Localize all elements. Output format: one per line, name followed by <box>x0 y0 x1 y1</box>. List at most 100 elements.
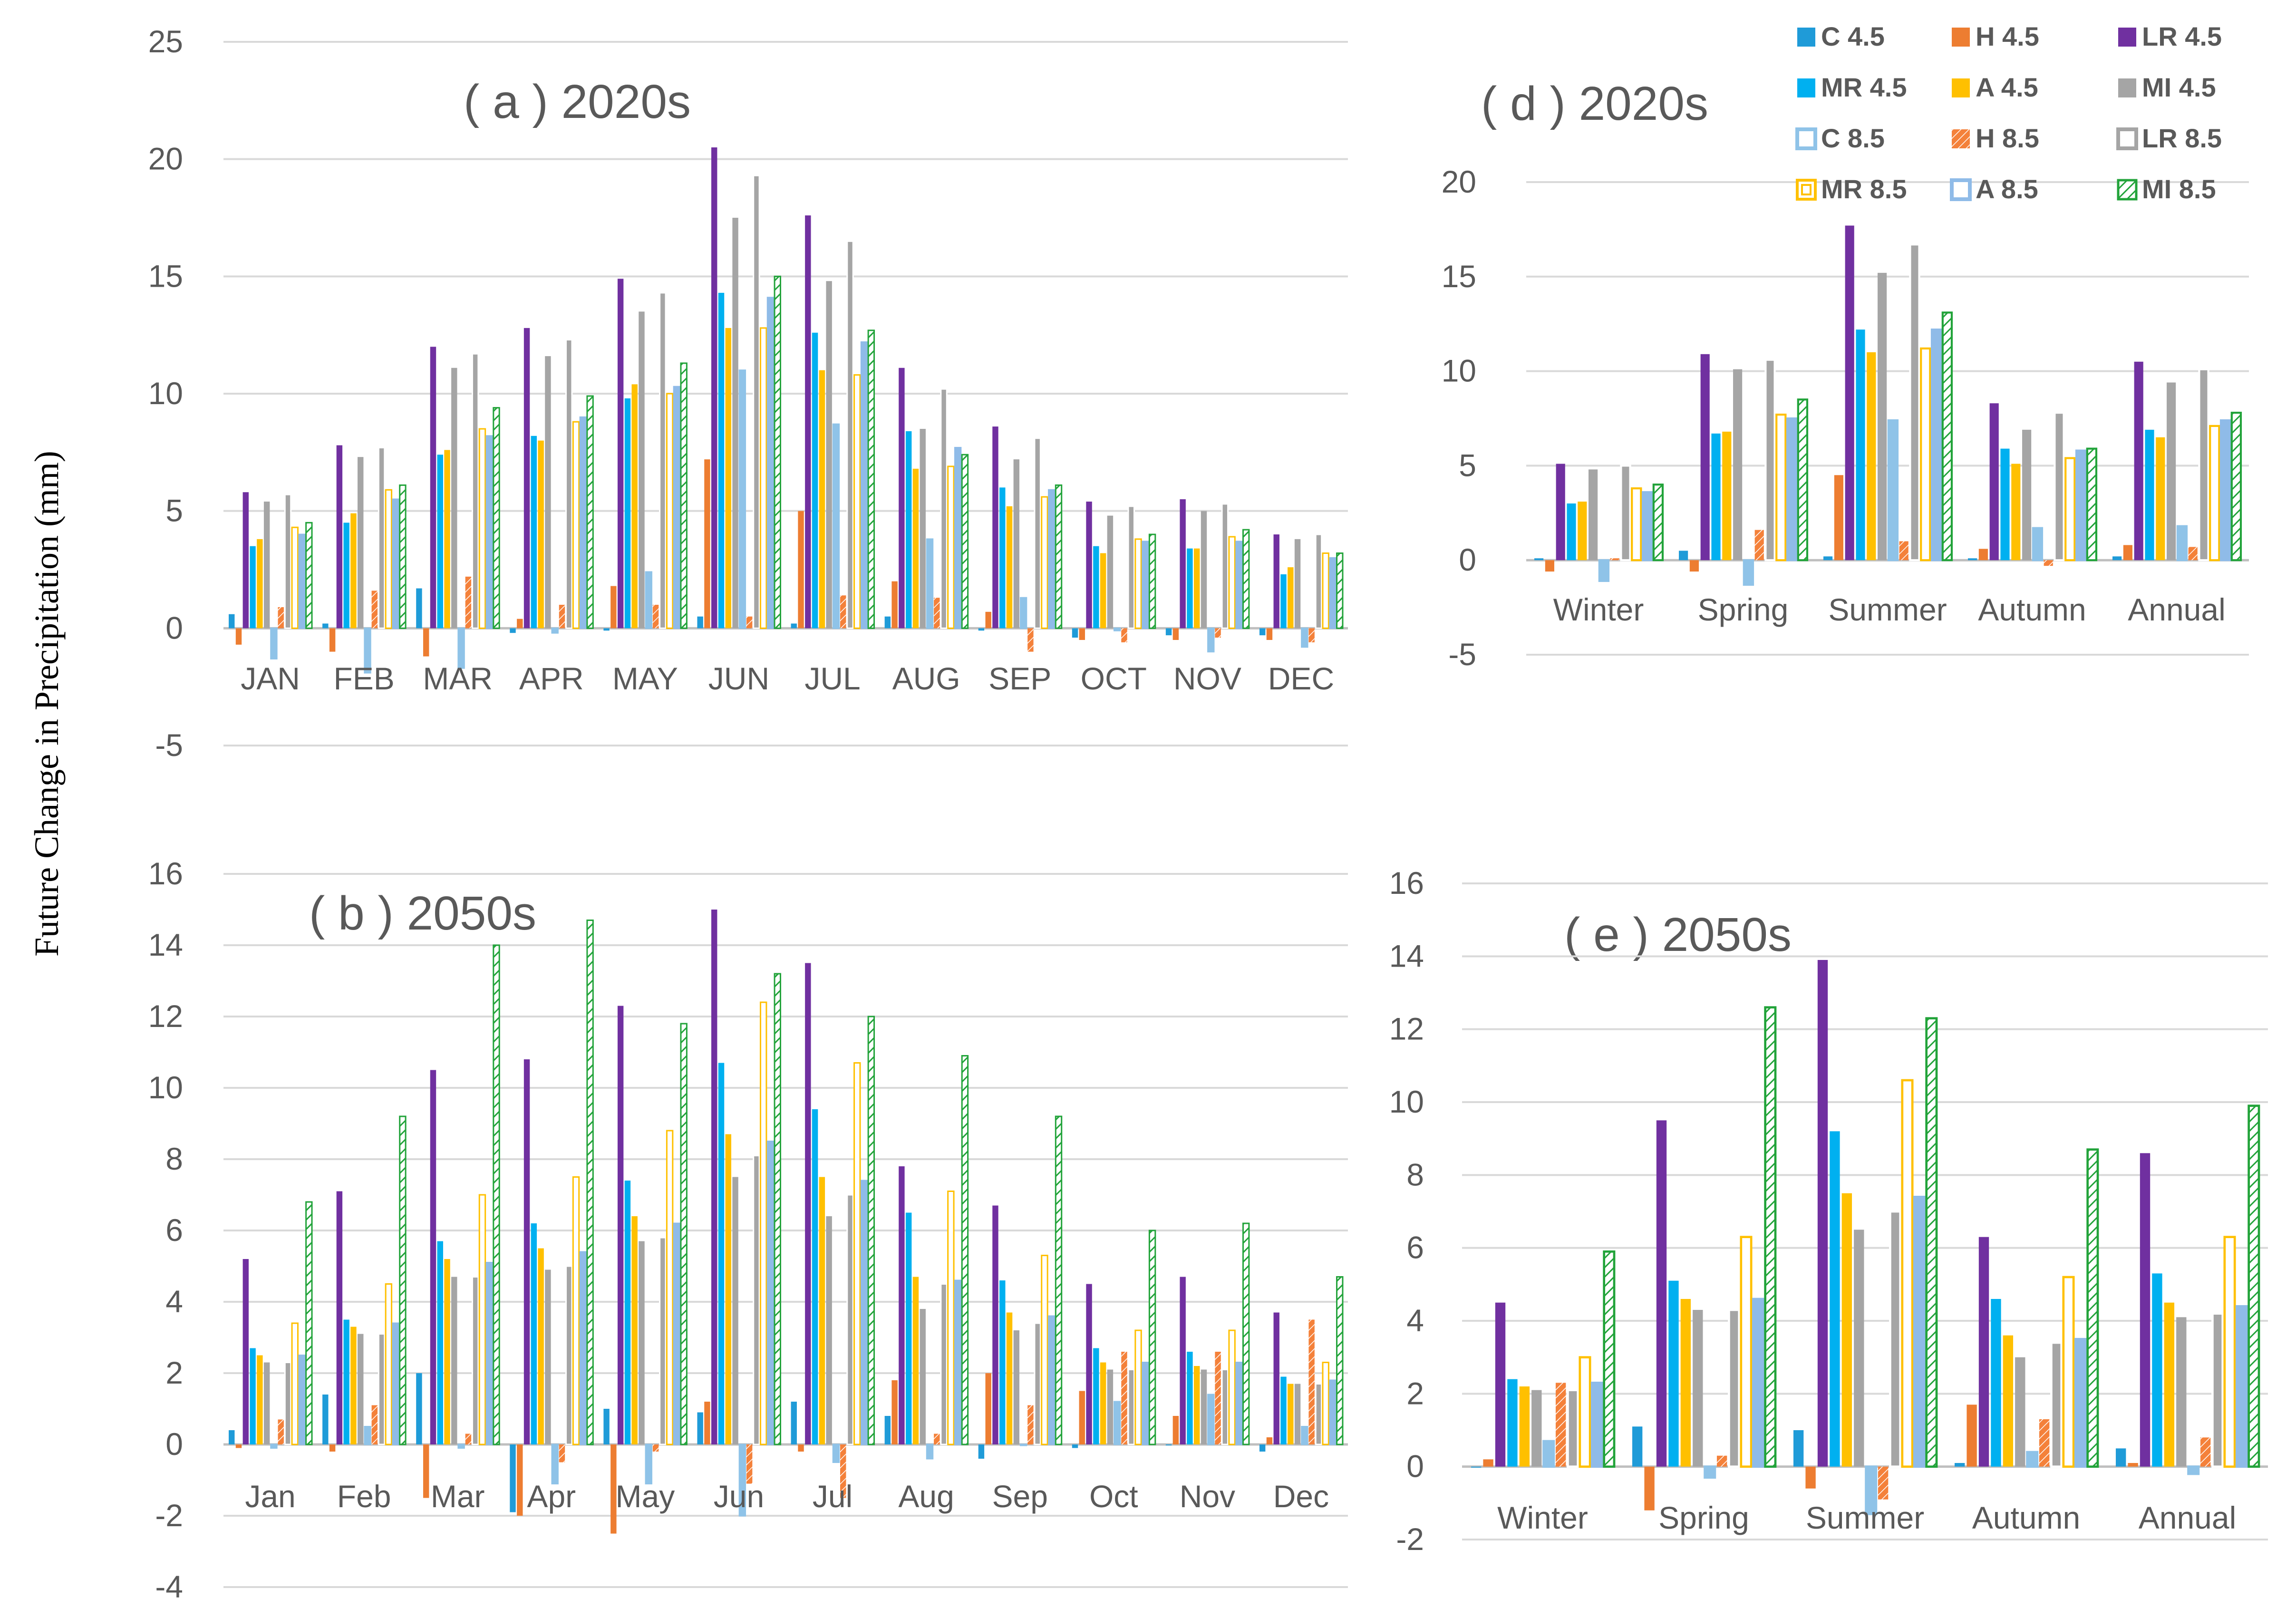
bar-a-apr-lr-8-5 <box>565 339 573 629</box>
bar-a-oct-c-8-5 <box>1079 628 1085 640</box>
bar-e-summer-lr-8-5 <box>1889 1210 1902 1468</box>
legend: C 4.5 H 4.5 LR 4.5 MR 4.5 A 4.5 MI 4.5 C 8.5 H … <box>1795 21 2222 204</box>
bar-b-nov-c-8-5 <box>1207 1394 1215 1445</box>
bar-e-annual-h-8-5 <box>2200 1437 2211 1467</box>
bar-b-apr-mr-8-5 <box>572 1176 580 1445</box>
bar-d-summer-mr-8-5 <box>1920 347 1931 562</box>
bar-b-feb-mr-4-5 <box>343 1319 349 1444</box>
bar-d-summer-lr-8-5 <box>1909 243 1920 562</box>
bar-b-nov-mi-8-5 <box>1242 1222 1250 1445</box>
bar-e-autumn-lr-8-5 <box>2050 1341 2063 1468</box>
bar-a-feb-a-4-5 <box>350 513 357 629</box>
bar-b-apr-lr-8-5 <box>565 1265 573 1445</box>
bar-b-jun-c-8-5 <box>738 1443 746 1517</box>
bar-b-jan-mr-8-5 <box>291 1322 299 1445</box>
legend-item-mi-8-5: MI 8.5 <box>2117 174 2216 204</box>
bar-e-annual-mr-4-5 <box>2152 1273 2162 1467</box>
bar-e-spring-lr-8-5 <box>1728 1308 1741 1468</box>
bar-b-may-mr-8-5 <box>666 1130 674 1445</box>
bar-b-aug-mr-4-5 <box>905 1212 912 1444</box>
bar-d-spring-lr-8-5 <box>1764 358 1776 562</box>
bar-d-annual-mr-4-5 <box>2145 429 2154 561</box>
bar-a-feb-lr-4-5 <box>336 445 343 629</box>
bar-b-apr-c-4-5 <box>510 1444 516 1512</box>
bar-b-may-mr-4-5 <box>624 1181 631 1444</box>
bar-d-winter-h-8-5 <box>1610 558 1619 561</box>
x-tick-label-autumn: Autumn <box>1978 592 2086 627</box>
bar-a-may-c-4-5 <box>603 628 610 631</box>
y-tick-label: -5 <box>155 727 183 763</box>
bar-a-feb-c-8-5 <box>329 628 336 652</box>
bar-a-dec-mi-8-5 <box>1336 552 1344 629</box>
bar-e-spring-lr-4-5 <box>1656 1120 1667 1467</box>
bar-d-annual-lr-4-5 <box>2134 361 2143 561</box>
x-tick-label-feb: Feb <box>337 1479 391 1514</box>
legend-swatch-lr-8-5 <box>2116 127 2138 150</box>
legend-item-lr-4-5: LR 4.5 <box>2118 21 2222 51</box>
bar-d-winter-h-4-5 <box>1545 560 1554 572</box>
bar-b-sep-c-8-5 <box>1019 1443 1027 1446</box>
x-tick-label-jun: JUN <box>708 661 769 696</box>
bar-e-autumn-lr-4-5 <box>1978 1237 1989 1467</box>
y-tick-label: 0 <box>1459 542 1476 577</box>
bar-d-annual-h-4-5 <box>2123 545 2132 561</box>
bar-b-mar-a-8-5 <box>485 1262 493 1445</box>
bar-e-autumn-a-8-5 <box>2074 1337 2087 1468</box>
bar-b-may-mi-4-5 <box>639 1241 645 1444</box>
bar-a-feb-mr-8-5 <box>385 489 393 629</box>
bar-e-winter-mi-4-5 <box>1531 1390 1542 1467</box>
bar-d-spring-c-4-5 <box>1679 551 1688 561</box>
bar-b-oct-c-4-5 <box>1072 1444 1078 1448</box>
x-tick-label-summer: Summer <box>1806 1500 1924 1535</box>
bar-b-dec-a-4-5 <box>1288 1384 1294 1444</box>
bar-e-autumn-a-4-5 <box>2003 1335 2014 1467</box>
panel-d-x-ticks: Winter Spring Summer Autumn Annual <box>1553 592 2226 627</box>
bar-e-winter-lr-4-5 <box>1495 1302 1506 1467</box>
bar-b-apr-mi-4-5 <box>545 1269 551 1444</box>
bar-d-winter-mi-4-5 <box>1589 469 1598 561</box>
bar-b-sep-lr-4-5 <box>992 1205 998 1444</box>
y-tick-label: 0 <box>1406 1449 1424 1484</box>
x-tick-label-may: MAY <box>612 661 678 696</box>
bar-b-aug-a-4-5 <box>912 1277 919 1444</box>
bar-a-feb-c-4-5 <box>322 623 329 629</box>
bar-b-may-lr-4-5 <box>617 1006 624 1444</box>
bar-e-spring-c-8-5 <box>1704 1465 1716 1479</box>
panel-b-2050s-monthly: ( b ) 2050s -4 -2 0 2 4 6 8 10 12 14 16 Jan Feb Mar A… <box>148 856 1348 1604</box>
bar-d-spring-mi-4-5 <box>1733 369 1743 561</box>
panel-a-y-ticks: -5 0 5 10 15 20 25 <box>148 24 183 763</box>
bar-b-sep-c-4-5 <box>978 1444 985 1459</box>
bar-a-nov-mr-4-5 <box>1187 548 1193 629</box>
bar-d-spring-c-8-5 <box>1743 559 1754 586</box>
y-tick-label: 15 <box>1442 259 1476 294</box>
bar-d-autumn-a-8-5 <box>2075 449 2087 562</box>
bar-a-may-c-8-5 <box>610 586 617 629</box>
x-tick-label-annual: Annual <box>2128 592 2226 627</box>
legend-item-mr-8-5: MR 8.5 <box>1796 174 1907 204</box>
bar-b-feb-lr-8-5 <box>378 1333 386 1445</box>
legend-swatch-mi-4-5 <box>2118 78 2136 97</box>
bar-e-winter-lr-8-5 <box>1567 1389 1579 1468</box>
panel-b-title: ( b ) 2050s <box>309 887 536 940</box>
bar-d-spring-lr-4-5 <box>1700 354 1710 561</box>
bar-e-annual-h-4-5 <box>2128 1463 2138 1467</box>
bar-a-apr-c-8-5 <box>551 627 559 634</box>
bar-b-nov-h-8-5 <box>1215 1352 1221 1444</box>
bar-a-jun-lr-8-5 <box>753 174 760 629</box>
bar-a-may-lr-4-5 <box>617 279 624 629</box>
bar-a-apr-mi-8-5 <box>586 395 594 629</box>
y-tick-label: 2 <box>1406 1376 1424 1411</box>
bar-b-oct-lr-8-5 <box>1127 1369 1135 1445</box>
bar-b-jan-lr-4-5 <box>242 1259 249 1444</box>
bar-b-aug-c-4-5 <box>884 1416 891 1444</box>
x-tick-label-mar: MAR <box>423 661 493 696</box>
bar-b-dec-h-4-5 <box>1266 1437 1273 1444</box>
y-tick-label: 10 <box>148 376 183 411</box>
bar-d-autumn-mr-4-5 <box>2000 448 2010 561</box>
bar-a-aug-c-8-5 <box>891 581 898 629</box>
y-tick-label: 16 <box>148 856 183 891</box>
bar-a-jun-a-4-5 <box>725 328 731 629</box>
bar-b-jul-a-8-5 <box>860 1180 868 1445</box>
bar-b-dec-lr-4-5 <box>1273 1312 1279 1444</box>
bar-a-jan-mi-4-5 <box>263 501 270 629</box>
